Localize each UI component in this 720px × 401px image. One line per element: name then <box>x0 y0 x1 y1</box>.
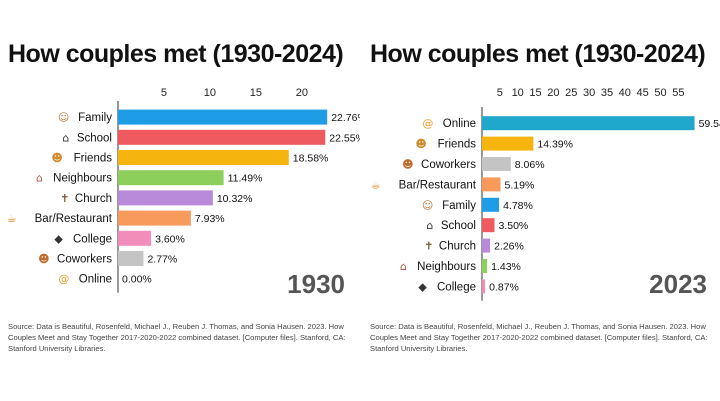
chart-title: How couples met (1930-2024) <box>8 40 344 68</box>
value-label: 18.58% <box>293 153 329 165</box>
friends-icon: ☻ <box>51 152 62 165</box>
value-label: 22.55% <box>329 132 360 144</box>
category-label: School <box>77 132 112 144</box>
bar-chart-2023: 5 10 15 20 25 30 35 40 45 50 55 59.54% Online @14.39%… <box>371 87 720 301</box>
bar-church <box>482 238 491 253</box>
x-tick-label: 25 <box>565 87 577 99</box>
category-label: Coworkers <box>57 254 112 266</box>
friends-icon: ☻ <box>415 138 426 151</box>
bar-online <box>482 116 695 131</box>
bar-chart-1930: 5 10 15 20 22.76% Family ☺ 22.55% School ⌂ 18.58% F… <box>7 87 360 299</box>
drink-icon: ☕ <box>371 178 381 191</box>
value-label: 2.26% <box>494 241 524 253</box>
x-tick-label: 5 <box>497 87 503 99</box>
family-icon: ☺ <box>422 199 433 212</box>
house-icon: ⌂ <box>36 172 43 185</box>
value-label: 10.32% <box>217 193 253 205</box>
x-tick-label: 20 <box>547 87 559 99</box>
bar-coworkers <box>482 157 511 171</box>
value-label: 3.60% <box>155 233 185 245</box>
category-label: Online <box>443 118 476 130</box>
category-label: Online <box>79 274 112 286</box>
value-label: 3.50% <box>498 220 528 232</box>
x-tick-label: 45 <box>637 87 649 99</box>
category-label: College <box>437 281 476 293</box>
category-label: Coworkers <box>421 159 476 171</box>
bar-bar-restaurant <box>118 210 191 226</box>
x-tick-label: 50 <box>654 87 666 99</box>
drink-icon: ☕ <box>7 212 17 225</box>
x-tick-label: 10 <box>204 87 216 99</box>
graduate-icon: ◆ <box>54 232 63 245</box>
school-icon: ⌂ <box>426 219 433 232</box>
coworkers-icon: ☻ <box>402 158 413 171</box>
bar-friends <box>482 136 534 151</box>
category-label: Family <box>78 112 112 124</box>
bar-family <box>118 109 328 125</box>
year-label: 1930 <box>287 269 345 299</box>
value-label: 0.00% <box>122 274 152 286</box>
bar-family <box>482 197 500 212</box>
coworkers-icon: ☻ <box>38 253 49 266</box>
at-icon: @ <box>422 117 433 130</box>
x-tick-label: 15 <box>250 87 262 99</box>
category-label: Friends <box>74 153 113 165</box>
x-tick-label: 40 <box>619 87 631 99</box>
x-tick-label: 30 <box>583 87 595 99</box>
category-label: Family <box>442 200 476 212</box>
bar-college <box>482 279 486 294</box>
value-label: 11.49% <box>228 173 263 185</box>
value-label: 2.77% <box>147 254 177 266</box>
value-label: 59.54% <box>699 118 720 130</box>
bar-college <box>118 230 152 246</box>
chart-title: How couples met (1930-2024) <box>370 40 706 68</box>
category-label: Bar/Restaurant <box>399 179 477 191</box>
school-icon: ⌂ <box>62 131 69 144</box>
category-label: Neighbours <box>53 173 112 185</box>
category-label: Bar/Restaurant <box>35 213 113 225</box>
value-label: 1.43% <box>491 261 521 273</box>
value-label: 8.06% <box>515 159 545 171</box>
year-label: 2023 <box>649 269 707 299</box>
x-tick-label: 55 <box>672 87 684 99</box>
category-label: College <box>73 233 112 245</box>
chart-panel-1930: How couples met (1930-2024) 5 10 15 20 22.76… <box>7 40 360 353</box>
x-tick-label: 10 <box>512 87 524 99</box>
bar-coworkers <box>118 251 144 266</box>
value-label: 7.93% <box>195 213 225 225</box>
category-label: Church <box>75 193 112 205</box>
family-icon: ☺ <box>58 111 69 124</box>
value-label: 4.78% <box>503 200 533 212</box>
category-label: School <box>441 220 476 232</box>
category-label: Church <box>439 241 476 253</box>
value-label: 14.39% <box>537 139 573 151</box>
church-icon: ✝ <box>424 240 433 253</box>
bar-bar-restaurant <box>482 177 501 192</box>
bar-school <box>118 129 326 145</box>
source-note: Source: Data is Beautiful, Rosenfeld, Mi… <box>370 322 708 353</box>
house-icon: ⌂ <box>400 260 407 273</box>
category-label: Neighbours <box>417 261 476 273</box>
x-tick-label: 5 <box>161 87 167 99</box>
x-tick-label: 20 <box>296 87 308 99</box>
category-label: Friends <box>438 139 477 151</box>
chart-panel-2023: How couples met (1930-2024) 5 10 15 20 25 30 3… <box>362 0 720 401</box>
value-label: 5.19% <box>505 179 535 191</box>
church-icon: ✝ <box>60 192 69 205</box>
graduate-icon: ◆ <box>418 280 427 293</box>
at-icon: @ <box>58 273 69 286</box>
bar-neighbours <box>118 170 224 186</box>
bar-school <box>482 218 495 233</box>
bar-friends <box>118 150 289 165</box>
value-label: 0.87% <box>489 281 519 293</box>
source-note: Source: Data is Beautiful, Rosenfeld, Mi… <box>8 322 346 353</box>
bar-neighbours <box>482 259 488 273</box>
bar-church <box>118 190 213 206</box>
x-tick-label: 35 <box>601 87 613 99</box>
value-label: 22.76% <box>331 112 360 124</box>
x-tick-label: 15 <box>529 87 541 99</box>
